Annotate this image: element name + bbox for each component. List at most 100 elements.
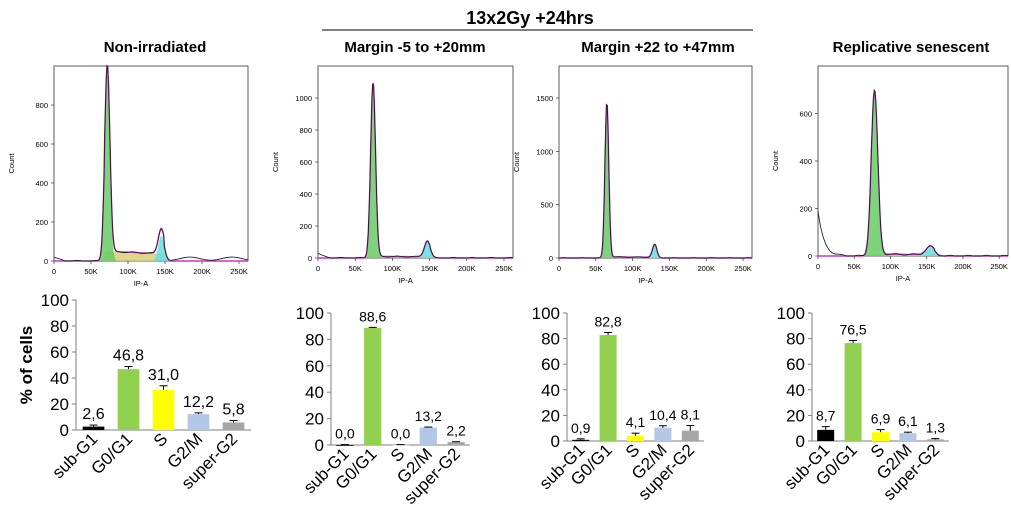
bar-g0-g1 xyxy=(364,328,382,445)
data-label-g2-m: 6,1 xyxy=(898,413,918,429)
histogram-x-tick-label: 100K xyxy=(119,267,137,276)
histogram-title: Non-irradiated xyxy=(104,39,207,56)
data-label-super-g2: 8,1 xyxy=(681,407,701,423)
bar-g0-g1 xyxy=(599,335,617,441)
histogram-x-tick-label: 0 xyxy=(816,262,820,271)
bar-sub-g1 xyxy=(817,429,835,441)
histogram-title: Margin -5 to +20mm xyxy=(344,39,485,56)
histogram-s-phase-area xyxy=(54,251,248,261)
histogram-x-tick-label: 100K xyxy=(384,264,402,273)
histogram-y-tick-label: 200 xyxy=(299,222,312,231)
bar-sub-g1 xyxy=(82,426,105,430)
bar-super-g2 xyxy=(926,439,944,441)
bar-super-g2 xyxy=(222,422,245,430)
data-label-super-g2: 1,3 xyxy=(926,420,946,436)
bar-y-tick-label: 0 xyxy=(315,436,324,455)
bar-sub-g1 xyxy=(336,445,354,446)
histogram-plot-frame xyxy=(53,65,249,262)
data-label-s: 6,9 xyxy=(871,411,891,427)
bar-panel-margin-5-20: 0204060801000,0sub-G188,6G0/G10,0S13,2G2… xyxy=(296,304,470,508)
histogram-y-axis-label: Count xyxy=(271,151,280,172)
bar-y-tick-label: 80 xyxy=(50,317,69,336)
histogram-y-tick-label: 500 xyxy=(540,201,553,210)
histogram-y-tick-label: 0 xyxy=(549,254,553,263)
histogram-y-axis-label: Count xyxy=(771,150,780,171)
bar-y-tick-label: 0 xyxy=(796,432,805,451)
bar-y-tick-label: 0 xyxy=(60,421,69,440)
bar-y-tick-label: 100 xyxy=(532,304,560,323)
bar-y-tick-label: 60 xyxy=(305,357,324,376)
histogram-y-tick-label: 600 xyxy=(299,158,312,167)
data-label-g2-m: 13,2 xyxy=(415,408,442,424)
data-label-g2-m: 12,2 xyxy=(183,394,214,411)
histogram-y-tick-label: 1500 xyxy=(536,94,553,103)
bar-g2-m xyxy=(899,433,917,441)
histogram-panel-replicative-senescent: Replicative senescent 0 200 400 600 0 50K 100K 1… xyxy=(771,39,1009,283)
bar-g0-g1 xyxy=(844,343,862,441)
data-label-g0-g1: 46,8 xyxy=(113,348,144,365)
data-label-sub-g1: 0,0 xyxy=(335,426,355,442)
histogram-y-tick-label: 400 xyxy=(35,179,48,188)
histogram-y-tick-label: 400 xyxy=(799,157,812,166)
histogram-x-tick-label: 250K xyxy=(734,264,752,273)
histogram-x-tick-label: 100K xyxy=(882,262,900,271)
bar-y-tick-label: 60 xyxy=(541,355,560,374)
histogram-y-tick-label: 800 xyxy=(35,101,48,110)
histogram-plot-frame xyxy=(317,65,514,259)
histogram-title: Replicative senescent xyxy=(833,39,990,56)
histogram-y-tick-label: 600 xyxy=(799,110,812,119)
histogram-x-axis-label: IP-A xyxy=(896,274,911,283)
data-label-sub-g1: 8,7 xyxy=(816,408,836,424)
bar-panel-replicative-senescent: 0204060801008,7sub-G176,5G0/G16,9S6,1G2/… xyxy=(777,304,949,504)
histogram-x-tick-label: 0 xyxy=(316,264,320,273)
data-label-s: 31,0 xyxy=(148,367,179,384)
data-label-s: 0,0 xyxy=(391,426,411,442)
histogram-x-tick-label: 150K xyxy=(661,264,679,273)
data-label-sub-g1: 0,9 xyxy=(571,420,591,436)
bar-s xyxy=(872,432,889,441)
category-label-s: S xyxy=(150,429,171,450)
bar-y-tick-label: 0 xyxy=(551,432,560,451)
histogram-x-tick-label: 50K xyxy=(84,267,97,276)
histogram-x-tick-label: 0 xyxy=(52,267,56,276)
histogram-y-tick-label: 1000 xyxy=(536,147,553,156)
histogram-title: Margin +22 to +47mm xyxy=(581,39,734,56)
bar-panel-margin-22-47: 0204060801000,9sub-G182,8G0/G14,1S10,4G2… xyxy=(532,304,704,504)
bar-s xyxy=(391,445,410,446)
histogram-x-tick-label: 200K xyxy=(697,264,715,273)
bar-y-tick-label: 20 xyxy=(541,406,560,425)
histogram-y-tick-label: 400 xyxy=(299,190,312,199)
data-label-sub-g1: 2,6 xyxy=(82,406,104,423)
histogram-x-axis-label: IP-A xyxy=(638,276,653,285)
bar-y-tick-label: 80 xyxy=(786,330,805,349)
bar-y-axis-label: % of cells xyxy=(17,326,36,404)
bar-y-tick-label: 20 xyxy=(786,406,805,425)
histogram-y-tick-label: 0 xyxy=(808,252,812,261)
histogram-x-tick-label: 200K xyxy=(193,267,211,276)
histogram-plot-frame xyxy=(817,65,1009,257)
histogram-x-axis-label: IP-A xyxy=(134,279,149,288)
histogram-panel-margin-5-20: Margin -5 to +20mm 0 200 400 600 800 1000 0 50K 1… xyxy=(271,39,514,285)
histogram-panel-margin-22-47: Margin +22 to +47mm 0 500 1000 1500 0 50K 100K 1… xyxy=(512,39,753,285)
data-label-super-g2: 2,2 xyxy=(446,423,466,439)
histogram-x-axis-label: IP-A xyxy=(398,276,413,285)
histogram-y-axis-label: Count xyxy=(512,151,521,172)
bar-y-tick-label: 100 xyxy=(296,304,324,323)
bar-g2-m xyxy=(654,427,672,441)
bar-y-tick-label: 20 xyxy=(50,395,69,414)
bar-super-g2 xyxy=(447,442,465,445)
bar-y-tick-label: 20 xyxy=(305,410,324,429)
data-label-g0-g1: 88,6 xyxy=(359,308,386,324)
bar-y-tick-label: 40 xyxy=(541,381,560,400)
histogram-x-tick-label: 100K xyxy=(624,264,642,273)
histogram-y-tick-label: 800 xyxy=(299,126,312,135)
data-label-g0-g1: 82,8 xyxy=(594,313,621,329)
bar-y-tick-label: 40 xyxy=(305,383,324,402)
bar-y-tick-label: 100 xyxy=(41,291,69,310)
histogram-y-tick-label: 1000 xyxy=(295,94,312,103)
histogram-y-tick-label: 200 xyxy=(799,205,812,214)
histogram-x-tick-label: 50K xyxy=(848,262,861,271)
histogram-g1-peak-area xyxy=(559,105,752,259)
histogram-x-tick-label: 250K xyxy=(495,264,513,273)
histogram-raw-line xyxy=(53,64,249,262)
